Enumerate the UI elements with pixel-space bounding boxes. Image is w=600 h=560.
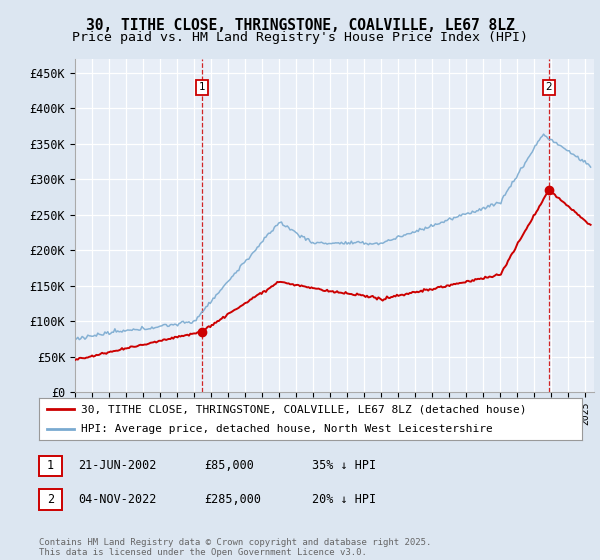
Text: Contains HM Land Registry data © Crown copyright and database right 2025.
This d: Contains HM Land Registry data © Crown c…	[39, 538, 431, 557]
Text: 30, TITHE CLOSE, THRINGSTONE, COALVILLE, LE67 8LZ: 30, TITHE CLOSE, THRINGSTONE, COALVILLE,…	[86, 18, 514, 33]
Text: 2: 2	[47, 493, 54, 506]
Text: 35% ↓ HPI: 35% ↓ HPI	[312, 459, 376, 473]
Text: 1: 1	[47, 459, 54, 473]
Text: 30, TITHE CLOSE, THRINGSTONE, COALVILLE, LE67 8LZ (detached house): 30, TITHE CLOSE, THRINGSTONE, COALVILLE,…	[82, 404, 527, 414]
Text: Price paid vs. HM Land Registry's House Price Index (HPI): Price paid vs. HM Land Registry's House …	[72, 31, 528, 44]
Text: HPI: Average price, detached house, North West Leicestershire: HPI: Average price, detached house, Nort…	[82, 424, 493, 434]
Text: 2: 2	[545, 82, 552, 92]
Text: 1: 1	[199, 82, 205, 92]
Text: 21-JUN-2002: 21-JUN-2002	[78, 459, 157, 473]
Text: 20% ↓ HPI: 20% ↓ HPI	[312, 493, 376, 506]
Text: 04-NOV-2022: 04-NOV-2022	[78, 493, 157, 506]
Text: £85,000: £85,000	[204, 459, 254, 473]
Text: £285,000: £285,000	[204, 493, 261, 506]
